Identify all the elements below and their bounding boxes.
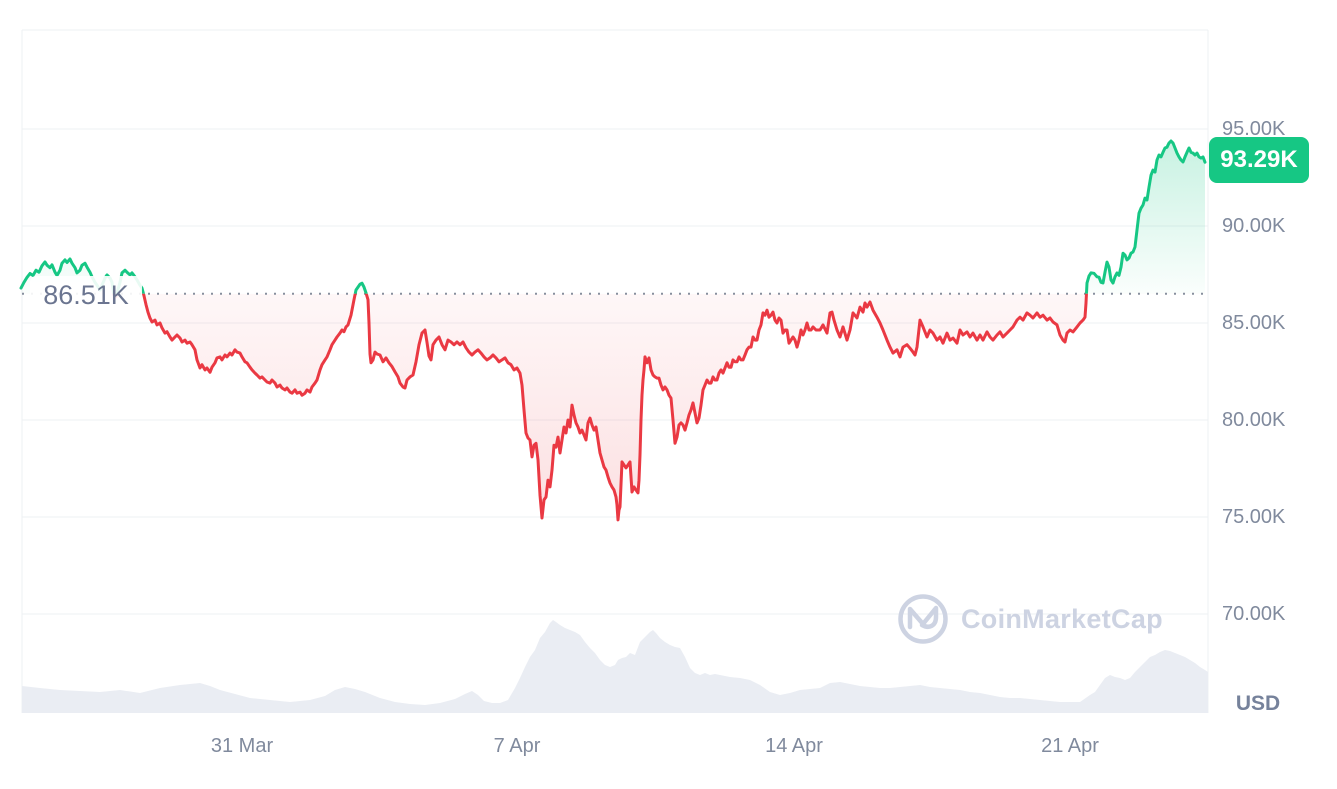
y-axis-label: 70.00K: [1222, 603, 1286, 625]
x-axis-label: 7 Apr: [493, 735, 541, 757]
baseline-label-backdrop: [30, 276, 142, 314]
coinmarketcap-logo-icon: [898, 594, 948, 644]
baseline-price-label: 86.51K: [43, 280, 129, 310]
y-axis-label: 75.00K: [1222, 506, 1286, 528]
y-axis-label: 90.00K: [1222, 215, 1286, 237]
x-axis-label: 21 Apr: [1041, 735, 1099, 757]
x-axis-label: 31 Mar: [210, 735, 274, 757]
current-price-badge: 93.29K: [1209, 137, 1309, 183]
y-axis-label: 85.00K: [1222, 312, 1286, 334]
watermark: CoinMarketCap: [897, 592, 1163, 646]
y-axis-label: 95.00K: [1222, 118, 1286, 140]
x-axis-label: 14 Apr: [765, 735, 823, 757]
watermark-text: CoinMarketCap: [961, 603, 1163, 634]
usd-unit-label: USD: [1235, 692, 1281, 715]
y-axis-label: 80.00K: [1222, 409, 1286, 431]
